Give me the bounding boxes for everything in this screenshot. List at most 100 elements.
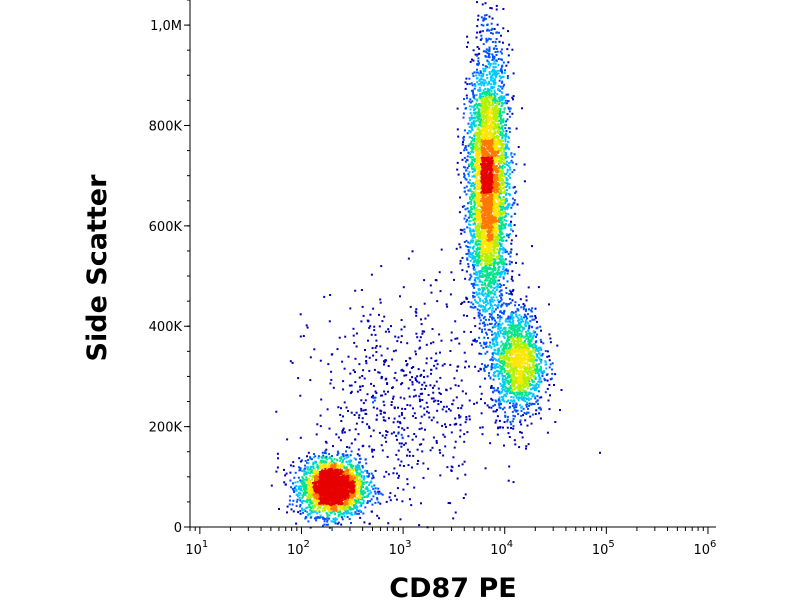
scatter-point — [340, 501, 343, 504]
scatter-point — [316, 475, 319, 478]
scatter-point — [485, 14, 488, 16]
scatter-point — [475, 141, 478, 144]
scatter-point — [336, 454, 339, 456]
scatter-point — [336, 489, 339, 492]
scatter-point — [484, 154, 487, 157]
scatter-point — [356, 506, 359, 509]
scatter-point — [473, 192, 476, 195]
scatter-point — [345, 499, 347, 501]
scatter-point — [357, 448, 360, 451]
scatter-point — [489, 229, 492, 232]
scatter-point — [314, 477, 317, 479]
scatter-point — [292, 499, 295, 502]
scatter-point — [326, 485, 329, 488]
scatter-point — [346, 486, 349, 489]
scatter-point — [489, 205, 491, 208]
scatter-point — [472, 49, 475, 52]
scatter-point — [473, 292, 476, 295]
scatter-point — [479, 203, 482, 206]
scatter-point — [490, 7, 493, 10]
scatter-point — [473, 200, 476, 203]
scatter-point — [498, 243, 501, 246]
scatter-point — [302, 500, 305, 502]
scatter-point — [350, 474, 353, 477]
scatter-point — [502, 85, 505, 88]
scatter-point — [482, 113, 485, 116]
scatter-point — [301, 485, 304, 488]
scatter-point — [474, 216, 476, 219]
scatter-point — [300, 500, 303, 503]
scatter-point — [499, 182, 502, 185]
scatter-point — [348, 500, 351, 503]
scatter-point — [346, 490, 349, 493]
scatter-point — [495, 8, 498, 11]
scatter-point — [342, 472, 345, 475]
scatter-point — [505, 268, 508, 271]
scatter-point — [492, 278, 495, 281]
scatter-point — [328, 500, 330, 503]
scatter-point — [354, 503, 357, 506]
scatter-point — [320, 477, 323, 479]
scatter-point — [456, 128, 459, 131]
scatter-point — [497, 263, 499, 266]
scatter-point — [301, 494, 304, 497]
scatter-point — [346, 473, 349, 475]
scatter-point — [322, 464, 325, 466]
scatter-point — [490, 165, 493, 168]
scatter-point — [476, 273, 479, 276]
scatter-point — [488, 104, 491, 107]
scatter-point — [278, 508, 280, 510]
scatter-point — [480, 139, 483, 142]
scatter-point — [363, 496, 366, 498]
scatter-point — [503, 185, 506, 188]
scatter-point — [309, 465, 312, 468]
scatter-point — [348, 508, 351, 511]
scatter-point — [346, 478, 349, 481]
scatter-point — [354, 498, 357, 501]
scatter-point — [309, 497, 312, 499]
scatter-point — [479, 89, 482, 92]
scatter-point — [512, 72, 515, 75]
scatter-point — [355, 496, 358, 499]
scatter-point — [476, 115, 479, 118]
scatter-point — [481, 228, 484, 230]
scatter-point — [290, 508, 293, 511]
scatter-point — [327, 510, 330, 512]
scatter-point — [487, 211, 489, 214]
scatter-point — [499, 300, 502, 303]
scatter-point — [324, 485, 327, 488]
scatter-point — [362, 492, 365, 495]
scatter-point — [355, 490, 358, 493]
scatter-point — [337, 436, 340, 439]
scatter-point — [301, 476, 304, 479]
scatter-point — [504, 181, 507, 184]
scatter-point — [493, 239, 496, 242]
scatter-point — [346, 446, 348, 448]
scatter-point — [472, 117, 475, 119]
scatter-point — [334, 481, 337, 483]
scatter-point — [490, 104, 493, 107]
scatter-point — [330, 503, 333, 506]
scatter-point — [349, 460, 352, 463]
scatter-point — [318, 462, 321, 465]
scatter-point — [499, 283, 502, 286]
scatter-point — [502, 102, 505, 105]
scatter-point — [504, 145, 507, 148]
scatter-point — [342, 459, 344, 462]
scatter-point — [343, 466, 346, 469]
scatter-point — [480, 352, 483, 355]
scatter-point — [479, 247, 482, 250]
scatter-point — [357, 480, 360, 483]
scatter-point — [341, 518, 344, 521]
scatter-point — [294, 471, 297, 474]
scatter-point — [493, 78, 496, 81]
scatter-point — [484, 65, 487, 68]
scatter-point — [465, 94, 468, 97]
scatter-point — [466, 257, 469, 260]
scatter-point — [324, 482, 326, 485]
scatter-point — [341, 516, 343, 519]
scatter-point — [504, 69, 506, 72]
scatter-point — [308, 481, 311, 484]
scatter-point — [508, 137, 510, 139]
scatter-point — [512, 98, 514, 101]
